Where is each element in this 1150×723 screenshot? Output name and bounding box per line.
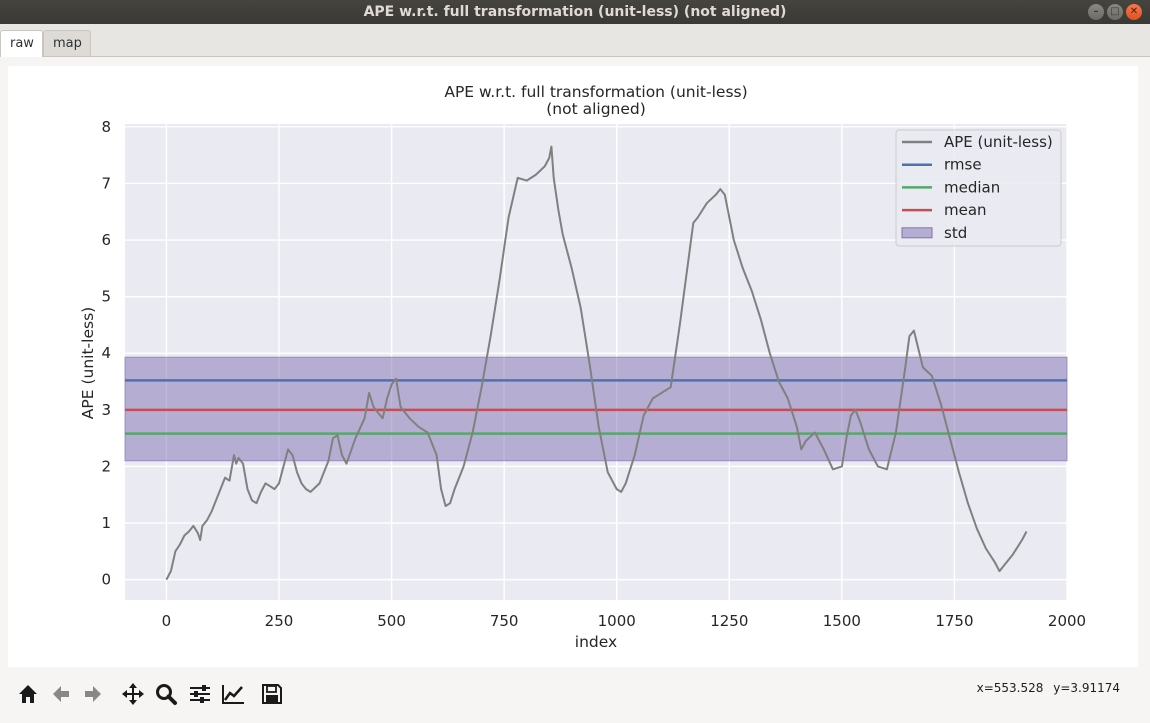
minimize-icon[interactable]: – — [1088, 4, 1104, 20]
ape-series-line — [165, 145, 1028, 581]
cursor-coordinates: x=553.528 y=3.91174 — [977, 681, 1120, 695]
legend-label: APE (unit-less) — [944, 133, 1053, 151]
y-tick-label: 5 — [101, 288, 111, 306]
legend-box — [895, 129, 1062, 247]
legend-label: mean — [944, 201, 987, 219]
y-tick-label: 7 — [101, 174, 111, 192]
y-tick-label: 2 — [101, 457, 111, 475]
x-tick-label: 750 — [490, 612, 519, 630]
navigation-toolbar — [0, 675, 1150, 715]
sliders-icon — [190, 685, 210, 703]
close-icon[interactable]: ✕ — [1126, 4, 1142, 20]
legend-label: std — [944, 224, 967, 242]
y-tick-label: 0 — [101, 571, 111, 589]
tab-raw-label: raw — [10, 36, 34, 51]
x-tick-label: 2000 — [1048, 612, 1086, 630]
tab-map-label: map — [53, 36, 82, 51]
pan-button[interactable] — [119, 680, 147, 708]
ape-chart: 0 250 500 750 1000 1250 1500 1750 2000012345678 … — [79, 83, 1086, 651]
tab-bar: raw map — [0, 24, 1150, 57]
window-titlebar: APE w.r.t. full transformation (unit-les… — [0, 0, 1150, 24]
y-tick-label: 6 — [101, 231, 111, 249]
x-tick-label: 1000 — [598, 612, 636, 630]
forward-button[interactable] — [79, 680, 107, 708]
x-tick-label: 0 — [162, 612, 172, 630]
arrow-right-icon — [85, 686, 101, 702]
x-tick-label: 250 — [265, 612, 294, 630]
y-tick-label: 3 — [101, 401, 111, 419]
legend: APE (unit-less) rmse median mean std — [895, 129, 1062, 247]
plot-canvas[interactable]: 0 250 500 750 1000 1250 1500 1750 2000 0 1 2 3 4 5 6 7 8 … — [8, 66, 1138, 667]
y-tick-label: 1 — [101, 514, 111, 532]
y-axis-label: APE (unit-less) — [79, 307, 97, 419]
y-tick-label: 8 — [101, 118, 111, 136]
window-title: APE w.r.t. full transformation (unit-les… — [363, 4, 787, 20]
back-button[interactable] — [47, 680, 75, 708]
move-icon — [122, 683, 144, 705]
chart-subtitle: (not aligned) — [546, 100, 646, 118]
x-tick-label: 500 — [377, 612, 406, 630]
x-axis-label: index — [575, 633, 617, 651]
line-chart-icon — [222, 685, 244, 704]
edit-axes-button[interactable] — [219, 680, 247, 708]
window-controls: – □ ✕ — [1088, 4, 1142, 20]
tab-map[interactable]: map — [43, 30, 91, 56]
legend-label: median — [944, 178, 1000, 196]
home-icon — [19, 685, 37, 703]
legend-label: rmse — [944, 156, 982, 174]
arrow-left-icon — [53, 686, 69, 702]
magnifier-icon — [156, 684, 177, 705]
axis-ticks: 0 250 500 750 1000 1250 1500 1750 2000 0 1 2 3 4 5 6 7 8 — [101, 118, 1086, 630]
y-tick-label: 4 — [101, 344, 111, 362]
legend-swatch-std — [901, 227, 933, 239]
y-readout: y=3.91174 — [1053, 681, 1120, 695]
floppy-icon — [262, 684, 282, 704]
home-button[interactable] — [14, 680, 42, 708]
x-tick-label: 1250 — [710, 612, 748, 630]
configure-subplots-button[interactable] — [186, 680, 214, 708]
x-tick-label: 1750 — [935, 612, 973, 630]
maximize-icon[interactable]: □ — [1107, 4, 1123, 20]
tab-raw[interactable]: raw — [0, 30, 43, 57]
x-readout: x=553.528 — [976, 681, 1044, 695]
chart-title: APE w.r.t. full transformation (unit-les… — [444, 83, 747, 101]
x-tick-label: 1500 — [823, 612, 861, 630]
save-button[interactable] — [258, 680, 286, 708]
zoom-button[interactable] — [152, 680, 180, 708]
